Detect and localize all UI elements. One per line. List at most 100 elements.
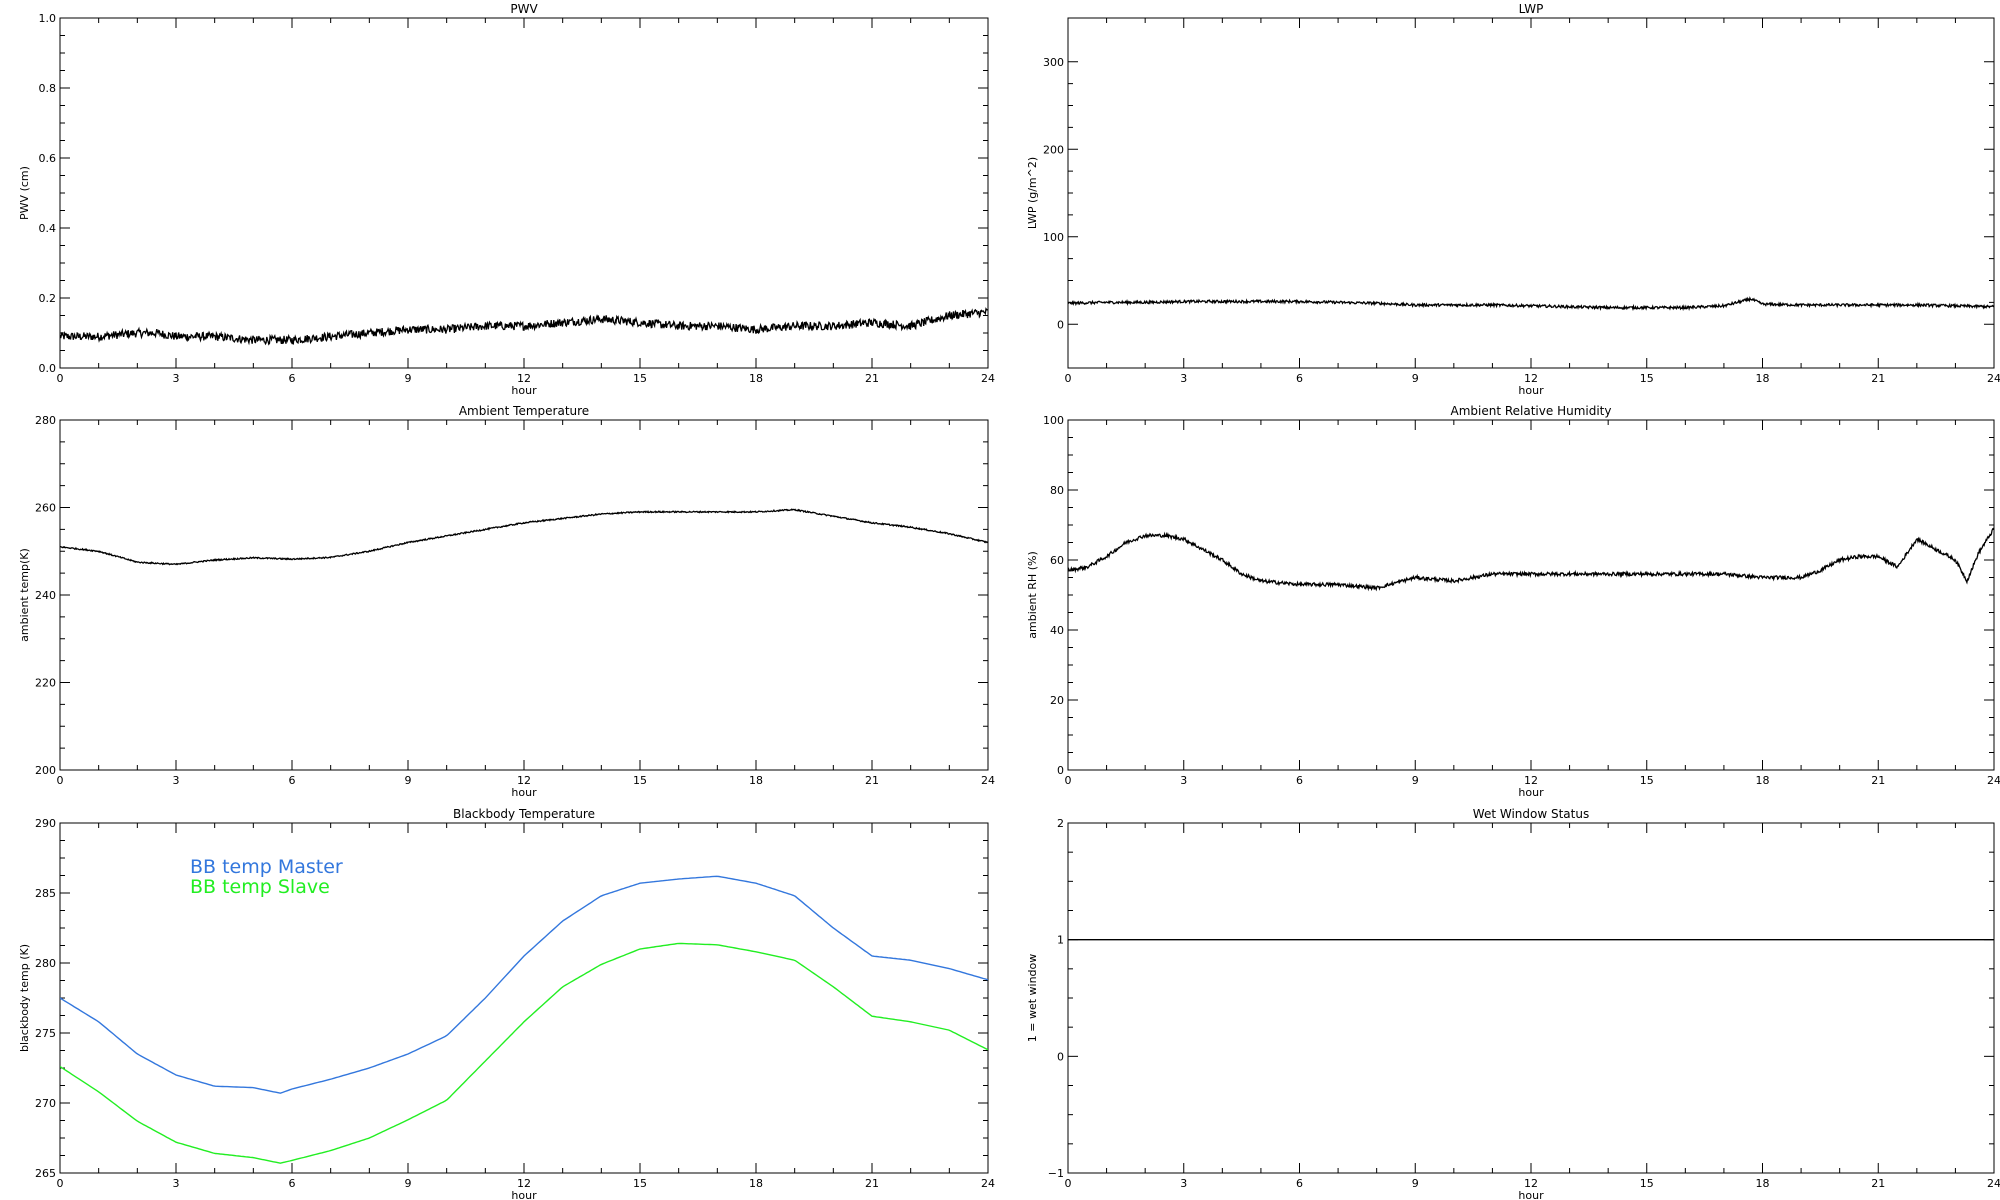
y-tick-label: 0.4: [39, 222, 57, 235]
plot-frame: [60, 420, 988, 770]
x-tick-label: 9: [405, 774, 412, 787]
x-tick-label: 9: [1412, 1177, 1419, 1190]
legend-entry-0: BB temp Master: [190, 856, 343, 878]
y-tick-label: 60: [1050, 554, 1064, 567]
x-tick-label: 24: [981, 1177, 995, 1190]
y-tick-label: 0.2: [39, 292, 57, 305]
plot-frame: [1068, 823, 1994, 1173]
x-axis-title: hour: [1518, 384, 1544, 397]
plot-frame: [1068, 420, 1994, 770]
x-tick-label: 21: [1871, 1177, 1885, 1190]
y-tick-label: 80: [1050, 484, 1064, 497]
series-line-0: [60, 309, 988, 344]
y-tick-label: 300: [1043, 56, 1064, 69]
series-line-0: [1068, 298, 1994, 309]
panel-title: Ambient Temperature: [459, 404, 589, 418]
x-tick-label: 18: [1756, 1177, 1770, 1190]
legend-entry-1: BB temp Slave: [190, 876, 330, 898]
x-axis-title: hour: [511, 1189, 537, 1200]
y-tick-label: 200: [35, 764, 56, 777]
panel-title: Blackbody Temperature: [453, 807, 595, 821]
x-tick-label: 3: [173, 774, 180, 787]
chart-panel-4: 0 3 6 9 12 15 18 21 24265270275280285290Blackbod…: [18, 807, 995, 1200]
chart-panel-2: 0 3 6 9 12 15 18 21 24200220240260280Ambient Tem…: [18, 404, 995, 799]
y-tick-label: 0: [1057, 1050, 1064, 1063]
x-tick-label: 0: [1065, 774, 1072, 787]
y-tick-label: 20: [1050, 694, 1064, 707]
x-tick-label: 0: [57, 372, 64, 385]
y-tick-label: 260: [35, 502, 56, 515]
x-tick-label: 18: [1756, 372, 1770, 385]
x-tick-label: 6: [1296, 372, 1303, 385]
x-tick-label: 9: [1412, 774, 1419, 787]
x-tick-label: 6: [1296, 774, 1303, 787]
y-tick-label: 285: [35, 887, 56, 900]
panel-title: PWV: [510, 2, 538, 16]
plot-frame: [60, 18, 988, 368]
x-tick-label: 6: [289, 372, 296, 385]
x-tick-label: 24: [981, 372, 995, 385]
x-tick-label: 0: [1065, 1177, 1072, 1190]
x-tick-label: 6: [1296, 1177, 1303, 1190]
x-axis-title: hour: [1518, 1189, 1544, 1200]
x-tick-label: 24: [1987, 774, 2000, 787]
y-axis-title: blackbody temp (K): [18, 944, 31, 1052]
x-tick-label: 15: [1640, 1177, 1654, 1190]
x-axis-title: hour: [511, 384, 537, 397]
y-tick-label: −1: [1048, 1167, 1064, 1180]
chart-panel-0: 0 3 6 9 12 15 18 21 24 0.0 0.2 0.4 0.6 0.8 1.0 PWV hour P…: [18, 2, 995, 397]
y-axis-title: ambient RH (%): [1026, 551, 1039, 639]
x-tick-label: 24: [981, 774, 995, 787]
y-tick-label: 275: [35, 1027, 56, 1040]
y-tick-label: 40: [1050, 624, 1064, 637]
x-tick-label: 6: [289, 774, 296, 787]
y-tick-label: 100: [1043, 231, 1064, 244]
x-tick-label: 3: [1180, 1177, 1187, 1190]
x-tick-label: 15: [633, 774, 647, 787]
x-tick-label: 0: [57, 1177, 64, 1190]
y-tick-label: 0: [1057, 764, 1064, 777]
chart-panel-1: 0 3 6 9 12 15 18 21 24 0 100 200 300 LWP hour LWP (g/m^…: [1026, 2, 2000, 397]
x-tick-label: 3: [173, 372, 180, 385]
chart-panel-3: 0 3 6 9 12 15 18 21 24020406080100Ambient Relati…: [1026, 404, 2000, 799]
x-tick-label: 9: [405, 372, 412, 385]
y-tick-label: 0.6: [39, 152, 57, 165]
x-tick-label: 15: [633, 1177, 647, 1190]
series-line-0: [60, 509, 988, 564]
y-tick-label: 0: [1057, 318, 1064, 331]
x-tick-label: 18: [1756, 774, 1770, 787]
y-tick-label: 0.8: [39, 82, 57, 95]
series-line-0: [1068, 528, 1994, 590]
x-tick-label: 15: [633, 372, 647, 385]
x-axis-title: hour: [1518, 786, 1544, 799]
plot-frame: [1068, 18, 1994, 368]
y-axis-title: LWP (g/m^2): [1026, 157, 1039, 229]
x-tick-label: 24: [1987, 1177, 2000, 1190]
series-line-0: [60, 876, 988, 1093]
x-tick-label: 21: [1871, 774, 1885, 787]
y-tick-label: 100: [1043, 414, 1064, 427]
panel-title: Wet Window Status: [1473, 807, 1589, 821]
x-tick-label: 18: [749, 774, 763, 787]
y-tick-label: 2: [1057, 817, 1064, 830]
y-tick-label: 280: [35, 957, 56, 970]
y-tick-label: 270: [35, 1097, 56, 1110]
x-tick-label: 21: [865, 372, 879, 385]
y-tick-label: 220: [35, 677, 56, 690]
x-tick-label: 9: [1412, 372, 1419, 385]
y-tick-label: 0.0: [39, 362, 57, 375]
y-axis-title: ambient temp(K): [18, 548, 31, 642]
series-line-1: [60, 943, 988, 1163]
x-tick-label: 0: [57, 774, 64, 787]
x-tick-label: 15: [1640, 774, 1654, 787]
y-tick-label: 1: [1057, 934, 1064, 947]
y-axis-title: 1 = wet window: [1026, 954, 1039, 1043]
y-tick-label: 290: [35, 817, 56, 830]
y-tick-label: 200: [1043, 143, 1064, 156]
x-tick-label: 24: [1987, 372, 2000, 385]
x-tick-label: 18: [749, 372, 763, 385]
y-tick-label: 240: [35, 589, 56, 602]
x-tick-label: 15: [1640, 372, 1654, 385]
panel-title: LWP: [1519, 2, 1544, 16]
